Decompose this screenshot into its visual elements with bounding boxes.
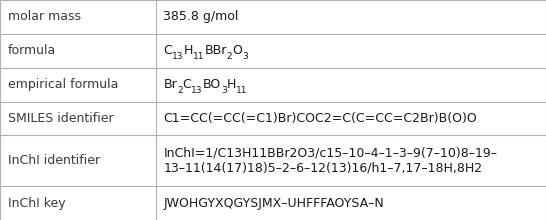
Text: 2: 2 [177,86,182,95]
Text: 13: 13 [172,52,183,61]
Text: InChI=1/C13H11BBr2O3/c15–10–4–1–3–9(7–10)8–19–: InChI=1/C13H11BBr2O3/c15–10–4–1–3–9(7–10… [163,147,497,160]
Text: H: H [227,78,236,91]
Text: formula: formula [8,44,56,57]
Text: InChI identifier: InChI identifier [8,154,100,167]
Text: JWOHGYXQGYSJMX–UHFFFAOYSA–N: JWOHGYXQGYSJMX–UHFFFAOYSA–N [163,197,384,210]
Text: 2: 2 [227,52,233,61]
Text: 13–11(14(17)18)5–2–6–12(13)16/h1–7,17–18H,8H2: 13–11(14(17)18)5–2–6–12(13)16/h1–7,17–18… [163,162,482,175]
Text: 3: 3 [221,86,227,95]
Text: BO: BO [203,78,221,91]
Text: 3: 3 [242,52,248,61]
Text: molar mass: molar mass [8,10,81,23]
Text: O: O [233,44,242,57]
Text: 385.8 g/mol: 385.8 g/mol [163,10,239,23]
Text: SMILES identifier: SMILES identifier [8,112,113,125]
Text: C: C [182,78,192,91]
Text: InChI key: InChI key [8,197,66,210]
Text: Br: Br [163,78,177,91]
Text: C: C [163,44,172,57]
Text: BBr: BBr [204,44,227,57]
Text: C1=CC(=CC(=C1)Br)COC2=C(C=CC=C2Br)B(O)O: C1=CC(=CC(=C1)Br)COC2=C(C=CC=C2Br)B(O)O [163,112,477,125]
Text: empirical formula: empirical formula [8,78,118,91]
Text: 13: 13 [192,86,203,95]
Text: 11: 11 [193,52,204,61]
Text: 11: 11 [236,86,248,95]
Text: H: H [183,44,193,57]
